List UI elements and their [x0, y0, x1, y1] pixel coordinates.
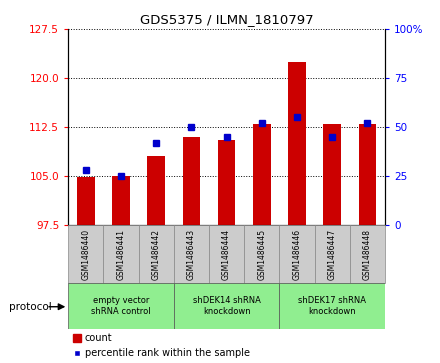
Bar	[323, 124, 341, 225]
Text: shDEK17 shRNA
knockdown: shDEK17 shRNA knockdown	[298, 296, 366, 315]
Text: GSM1486448: GSM1486448	[363, 229, 372, 280]
Bar	[359, 124, 376, 225]
Bar	[77, 177, 95, 225]
FancyBboxPatch shape	[68, 225, 103, 283]
Bar	[147, 156, 165, 225]
Text: GSM1486441: GSM1486441	[117, 229, 125, 280]
FancyBboxPatch shape	[103, 225, 139, 283]
Legend: count, percentile rank within the sample: count, percentile rank within the sample	[73, 333, 250, 358]
FancyBboxPatch shape	[315, 225, 350, 283]
Title: GDS5375 / ILMN_1810797: GDS5375 / ILMN_1810797	[140, 13, 313, 26]
Bar	[288, 62, 306, 225]
Text: protocol: protocol	[9, 302, 51, 312]
FancyBboxPatch shape	[139, 225, 174, 283]
Text: GSM1486440: GSM1486440	[81, 229, 90, 280]
Text: shDEK14 shRNA
knockdown: shDEK14 shRNA knockdown	[193, 296, 260, 315]
FancyBboxPatch shape	[244, 225, 279, 283]
FancyBboxPatch shape	[68, 283, 174, 329]
FancyBboxPatch shape	[174, 225, 209, 283]
Text: GSM1486442: GSM1486442	[152, 229, 161, 280]
FancyBboxPatch shape	[350, 225, 385, 283]
Text: empty vector
shRNA control: empty vector shRNA control	[91, 296, 151, 315]
Text: GSM1486444: GSM1486444	[222, 229, 231, 280]
FancyBboxPatch shape	[279, 225, 315, 283]
Bar	[112, 176, 130, 225]
Text: GSM1486446: GSM1486446	[293, 229, 301, 280]
Text: GSM1486443: GSM1486443	[187, 229, 196, 280]
Bar	[183, 137, 200, 225]
Bar	[218, 140, 235, 225]
FancyBboxPatch shape	[209, 225, 244, 283]
Bar	[253, 124, 271, 225]
Text: GSM1486447: GSM1486447	[328, 229, 337, 280]
FancyBboxPatch shape	[279, 283, 385, 329]
Text: GSM1486445: GSM1486445	[257, 229, 266, 280]
FancyBboxPatch shape	[174, 283, 279, 329]
